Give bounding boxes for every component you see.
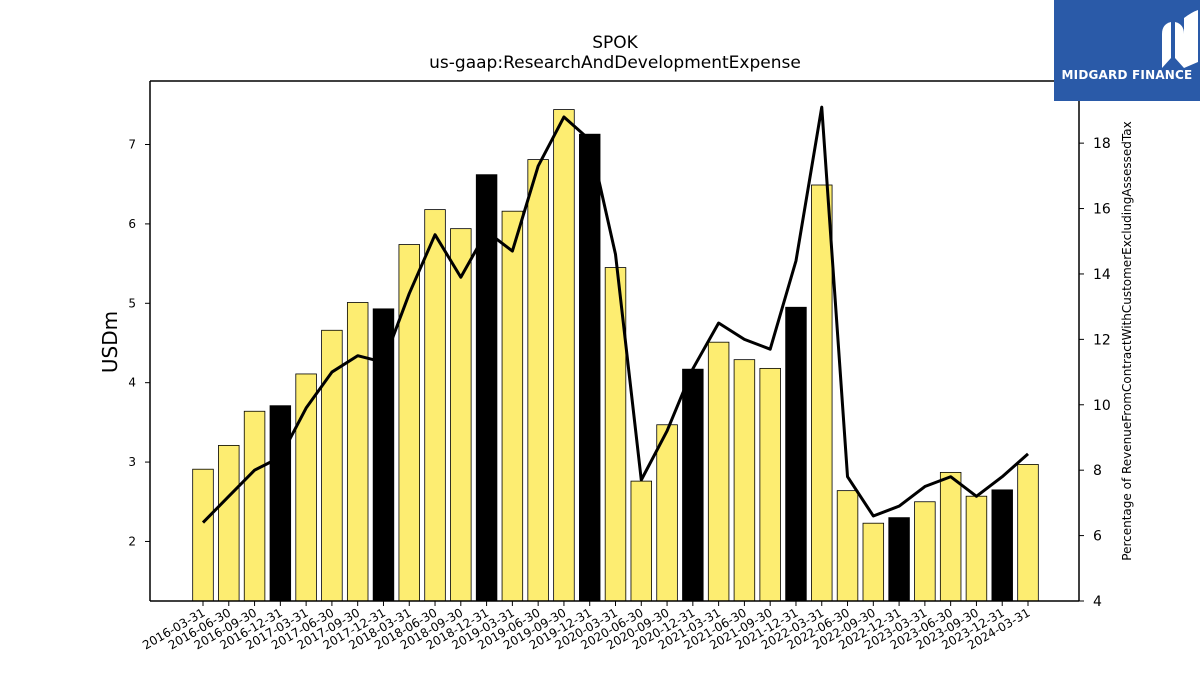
bar bbox=[269, 405, 292, 602]
bar bbox=[939, 471, 962, 602]
bar bbox=[682, 368, 704, 602]
y2-tick-label: 6 bbox=[1093, 529, 1102, 545]
y2-axis-label: Percentage of RevenueFromContractWithCus… bbox=[1120, 121, 1134, 560]
y-axis-label: USDm bbox=[98, 311, 122, 373]
bar bbox=[450, 228, 472, 602]
y-tick-label: 7 bbox=[128, 138, 136, 152]
y-axis-ticks: 2 3 4 5 6 7 bbox=[128, 138, 150, 548]
bar bbox=[346, 302, 369, 602]
bar bbox=[759, 367, 781, 602]
line-series bbox=[201, 105, 1029, 524]
bar bbox=[1017, 464, 1039, 602]
y2-tick-label: 12 bbox=[1093, 332, 1111, 348]
bar bbox=[218, 444, 240, 602]
y2-tick-label: 18 bbox=[1093, 136, 1111, 152]
bar-series bbox=[192, 109, 1039, 602]
brand-name: MIDGARD FINANCE bbox=[1061, 68, 1193, 82]
bar bbox=[733, 359, 756, 602]
x-axis-ticks: 2016-03-312016-06-302016-09-302016-12-31… bbox=[140, 601, 1033, 652]
bar bbox=[862, 522, 885, 602]
bar bbox=[785, 306, 807, 602]
bar bbox=[579, 133, 601, 602]
bar bbox=[501, 210, 524, 602]
y-tick-label: 5 bbox=[128, 296, 136, 310]
logo-mark-icon bbox=[1162, 10, 1198, 68]
bar bbox=[398, 244, 420, 602]
bar bbox=[630, 480, 652, 602]
brand-logo: MIDGARD FINANCE bbox=[1054, 0, 1200, 101]
y-tick-label: 4 bbox=[128, 376, 136, 390]
series-line bbox=[201, 105, 1029, 524]
y2-tick-label: 8 bbox=[1093, 463, 1102, 479]
bar bbox=[811, 184, 833, 602]
bar bbox=[424, 209, 446, 602]
y-tick-label: 6 bbox=[128, 217, 136, 231]
bar bbox=[836, 490, 859, 602]
bar bbox=[656, 424, 678, 602]
bar bbox=[553, 109, 575, 602]
bar bbox=[965, 495, 988, 602]
chart-title: SPOK bbox=[592, 33, 638, 53]
y-tick-label: 2 bbox=[128, 534, 136, 548]
y-tick-label: 3 bbox=[128, 455, 136, 469]
bar bbox=[372, 308, 395, 602]
y2-tick-label: 16 bbox=[1093, 202, 1111, 218]
y2-tick-label: 14 bbox=[1093, 267, 1111, 283]
bar bbox=[888, 517, 910, 602]
bar bbox=[192, 468, 214, 602]
chart-subtitle: us-gaap:ResearchAndDevelopmentExpense bbox=[429, 53, 801, 73]
axes bbox=[149, 80, 1080, 602]
bar bbox=[243, 410, 266, 602]
bar bbox=[991, 489, 1013, 602]
y2-tick-label: 4 bbox=[1093, 594, 1102, 610]
y2-axis-ticks: 4 6 8 10 12 14 16 18 bbox=[1079, 136, 1111, 610]
y2-tick-label: 10 bbox=[1093, 398, 1111, 414]
bar bbox=[707, 341, 730, 602]
bar bbox=[527, 159, 549, 602]
bar bbox=[914, 501, 936, 602]
